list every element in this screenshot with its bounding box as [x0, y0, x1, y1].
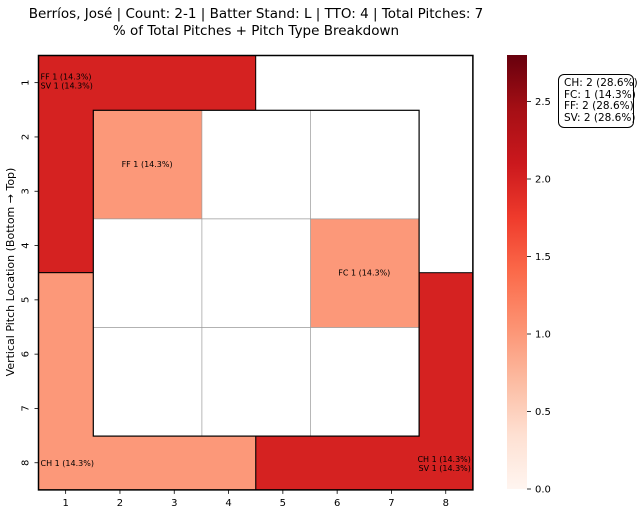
strike-zone-cell-0: [93, 110, 202, 219]
chart-title-line2: % of Total Pitches + Pitch Type Breakdow…: [113, 23, 399, 39]
y-tick-label: 1: [21, 79, 32, 85]
zone-labels: FF 1 (14.3%)SV 1 (14.3%)CH 1 (14.3%)SV 1…: [41, 73, 471, 473]
strike-zone-grid: [37, 54, 474, 491]
colorbar-tick-label: 1.0: [535, 330, 551, 341]
y-tick-label: 3: [21, 188, 32, 194]
x-axis-ticks: 1 2 3 4 5 6 7 8: [62, 489, 449, 509]
y-axis-label: Vertical Pitch Location (Bottom → Top): [4, 168, 17, 377]
y-tick-label: 5: [21, 297, 32, 303]
strike-zone-border: [92, 109, 420, 437]
y-axis-ticks: 1 2 3 4 5 6 7 8: [21, 79, 39, 466]
y-tick-label: 4: [21, 242, 32, 248]
pitch-summary-sv: SV: 2 (28.6%): [564, 111, 636, 124]
x-tick-label: 2: [117, 498, 123, 509]
strike-zone-cell-1: [310, 218, 420, 328]
y-tick-label: 7: [21, 405, 32, 411]
colorbar-tick-label: 0.5: [535, 407, 551, 418]
y-tick-label: 6: [21, 351, 32, 357]
pitch-summary-ff: FF: 2 (28.6%): [564, 100, 634, 112]
colorbar-tick-label: 1.5: [535, 252, 551, 263]
zone-label: CH 1 (14.3%): [417, 455, 470, 464]
x-tick-label: 6: [334, 498, 340, 509]
zone-label: FF 1 (14.3%): [41, 73, 92, 82]
colorbar-tick-label: 0.0: [535, 485, 551, 496]
x-tick-label: 8: [443, 498, 449, 509]
x-tick-label: 5: [280, 498, 286, 509]
colorbar-tick-label: 2.5: [535, 97, 551, 108]
colorbar: [507, 55, 527, 489]
zone-label: SV 1 (14.3%): [419, 464, 471, 473]
zone-label: SV 1 (14.3%): [41, 82, 93, 91]
pitch-summary-ch: CH: 2 (28.6%): [564, 77, 638, 89]
pitch-summary-box: CH: 2 (28.6%) FC: 1 (14.3%) FF: 2 (28.6%…: [558, 74, 638, 128]
y-tick-label: 8: [21, 460, 32, 466]
chart-title-line1: Berríos, José | Count: 2-1 | Batter Stan…: [29, 6, 484, 22]
heatmap-frame: [37, 54, 474, 491]
colorbar-tick-label: 2.0: [535, 175, 551, 186]
zone-label: FC 1 (14.3%): [338, 269, 390, 278]
colorbar-ticks: 0.0 0.5 1.0 1.5 2.0 2.5: [527, 97, 551, 496]
zone-label: CH 1 (14.3%): [41, 459, 94, 468]
x-tick-label: 4: [225, 498, 231, 509]
x-tick-label: 3: [171, 498, 177, 509]
x-tick-label: 1: [62, 498, 68, 509]
x-tick-label: 7: [388, 498, 394, 509]
zone-label: FF 1 (14.3%): [122, 160, 173, 169]
y-tick-label: 2: [21, 134, 32, 140]
pitch-summary-fc: FC: 1 (14.3%): [564, 88, 636, 101]
